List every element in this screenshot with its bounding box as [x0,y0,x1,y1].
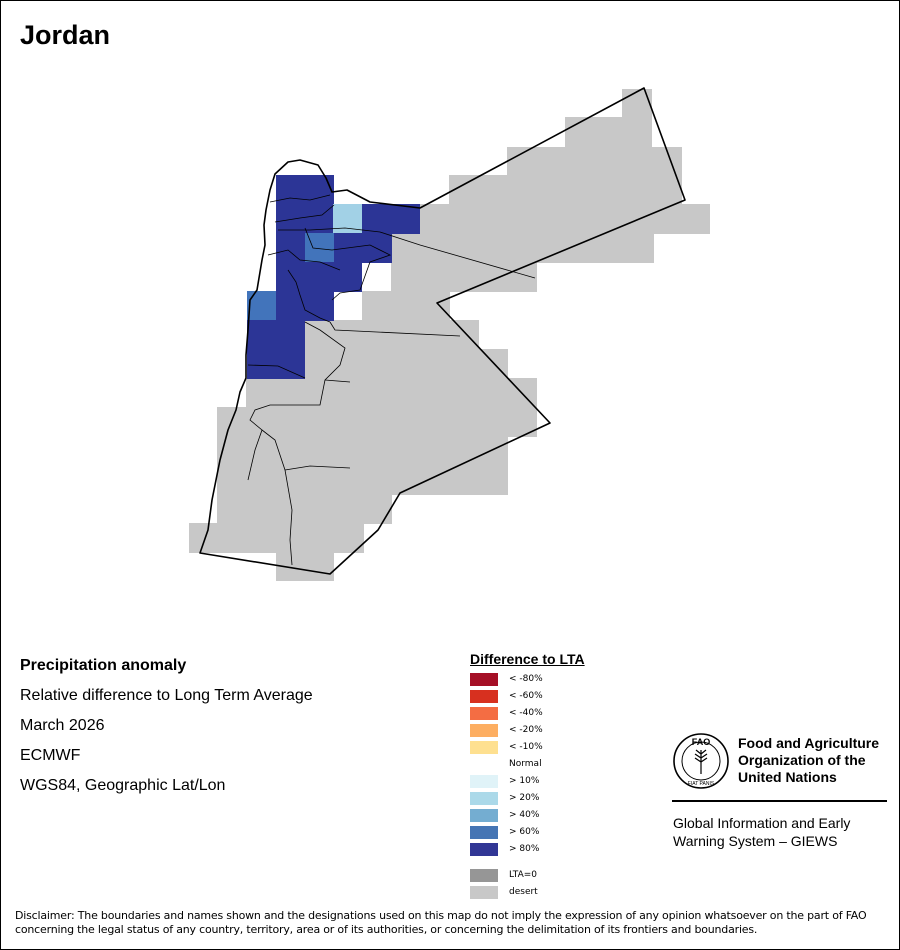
country-border [199,87,686,575]
desert-grid [189,89,710,581]
legend-label: < -10% [509,742,543,752]
divider [672,800,887,802]
legend-label: > 80% [509,844,540,854]
fao-name-line: United Nations [738,769,837,785]
legend-item: > 10% [470,773,585,790]
emblem-motto: FIAT PANIS [688,781,715,787]
legend-item: > 40% [470,807,585,824]
governorate-borders [247,194,536,566]
legend-label: < -20% [509,725,543,735]
legend-swatch [470,886,498,899]
disclaimer-line: Disclaimer: The boundaries and names sho… [15,909,867,922]
disclaimer: Disclaimer: The boundaries and names sho… [15,909,885,937]
legend-swatch [470,741,498,754]
legend-label: < -80% [509,674,543,684]
legend-label: < -40% [509,708,543,718]
legend-label: > 10% [509,776,540,786]
legend-item: < -80% [470,671,585,688]
fao-emblem-icon: FAO FIAT PANIS [673,733,729,789]
legend-item: > 80% [470,841,585,858]
legend-title: Difference to LTA [470,651,585,667]
legend-label: > 20% [509,793,540,803]
jordan-map [189,87,710,581]
legend-item: > 60% [470,824,585,841]
legend-swatch [470,775,498,788]
legend-label: desert [509,887,538,897]
fao-name-line: Organization of the [738,752,866,768]
fao-name: Food and Agriculture Organization of the… [738,735,879,786]
map-title: Jordan [20,20,111,50]
legend-label: > 60% [509,827,540,837]
legend: Difference to LTA < -80% < -60% < -40% <… [470,651,585,901]
legend-item: < -40% [470,705,585,722]
giews-line: Global Information and Early [673,815,851,831]
giews-name: Global Information and Early Warning Sys… [673,814,850,850]
legend-label: Normal [509,759,542,769]
disclaimer-line: concerning the legal status of any count… [15,923,758,936]
info-heading: Precipitation anomaly [20,657,187,674]
legend-item: < -60% [470,688,585,705]
legend-label: < -60% [509,691,543,701]
legend-swatch [470,707,498,720]
legend-item: < -10% [470,739,585,756]
info-projection: WGS84, Geographic Lat/Lon [20,777,226,794]
legend-swatch [470,826,498,839]
emblem-text: FAO [692,737,711,747]
legend-swatch [470,843,498,856]
legend-swatch [470,809,498,822]
legend-swatch [470,724,498,737]
fao-name-line: Food and Agriculture [738,735,880,751]
legend-label: > 40% [509,810,540,820]
giews-line: Warning System – GIEWS [673,833,838,849]
info-period: March 2026 [20,717,105,734]
legend-item: < -20% [470,722,585,739]
legend-item: desert [470,884,585,901]
legend-swatch [470,869,498,882]
legend-swatch [470,690,498,703]
legend-item: Normal [470,756,585,773]
legend-swatch [470,792,498,805]
legend-swatch [470,673,498,686]
legend-item: LTA=0 [470,867,585,884]
legend-swatch [470,758,498,771]
info-subtitle: Relative difference to Long Term Average [20,687,313,704]
legend-label: LTA=0 [509,870,537,880]
info-model: ECMWF [20,747,81,764]
legend-item: > 20% [470,790,585,807]
map-info: Precipitation anomaly Relative differenc… [20,656,313,806]
